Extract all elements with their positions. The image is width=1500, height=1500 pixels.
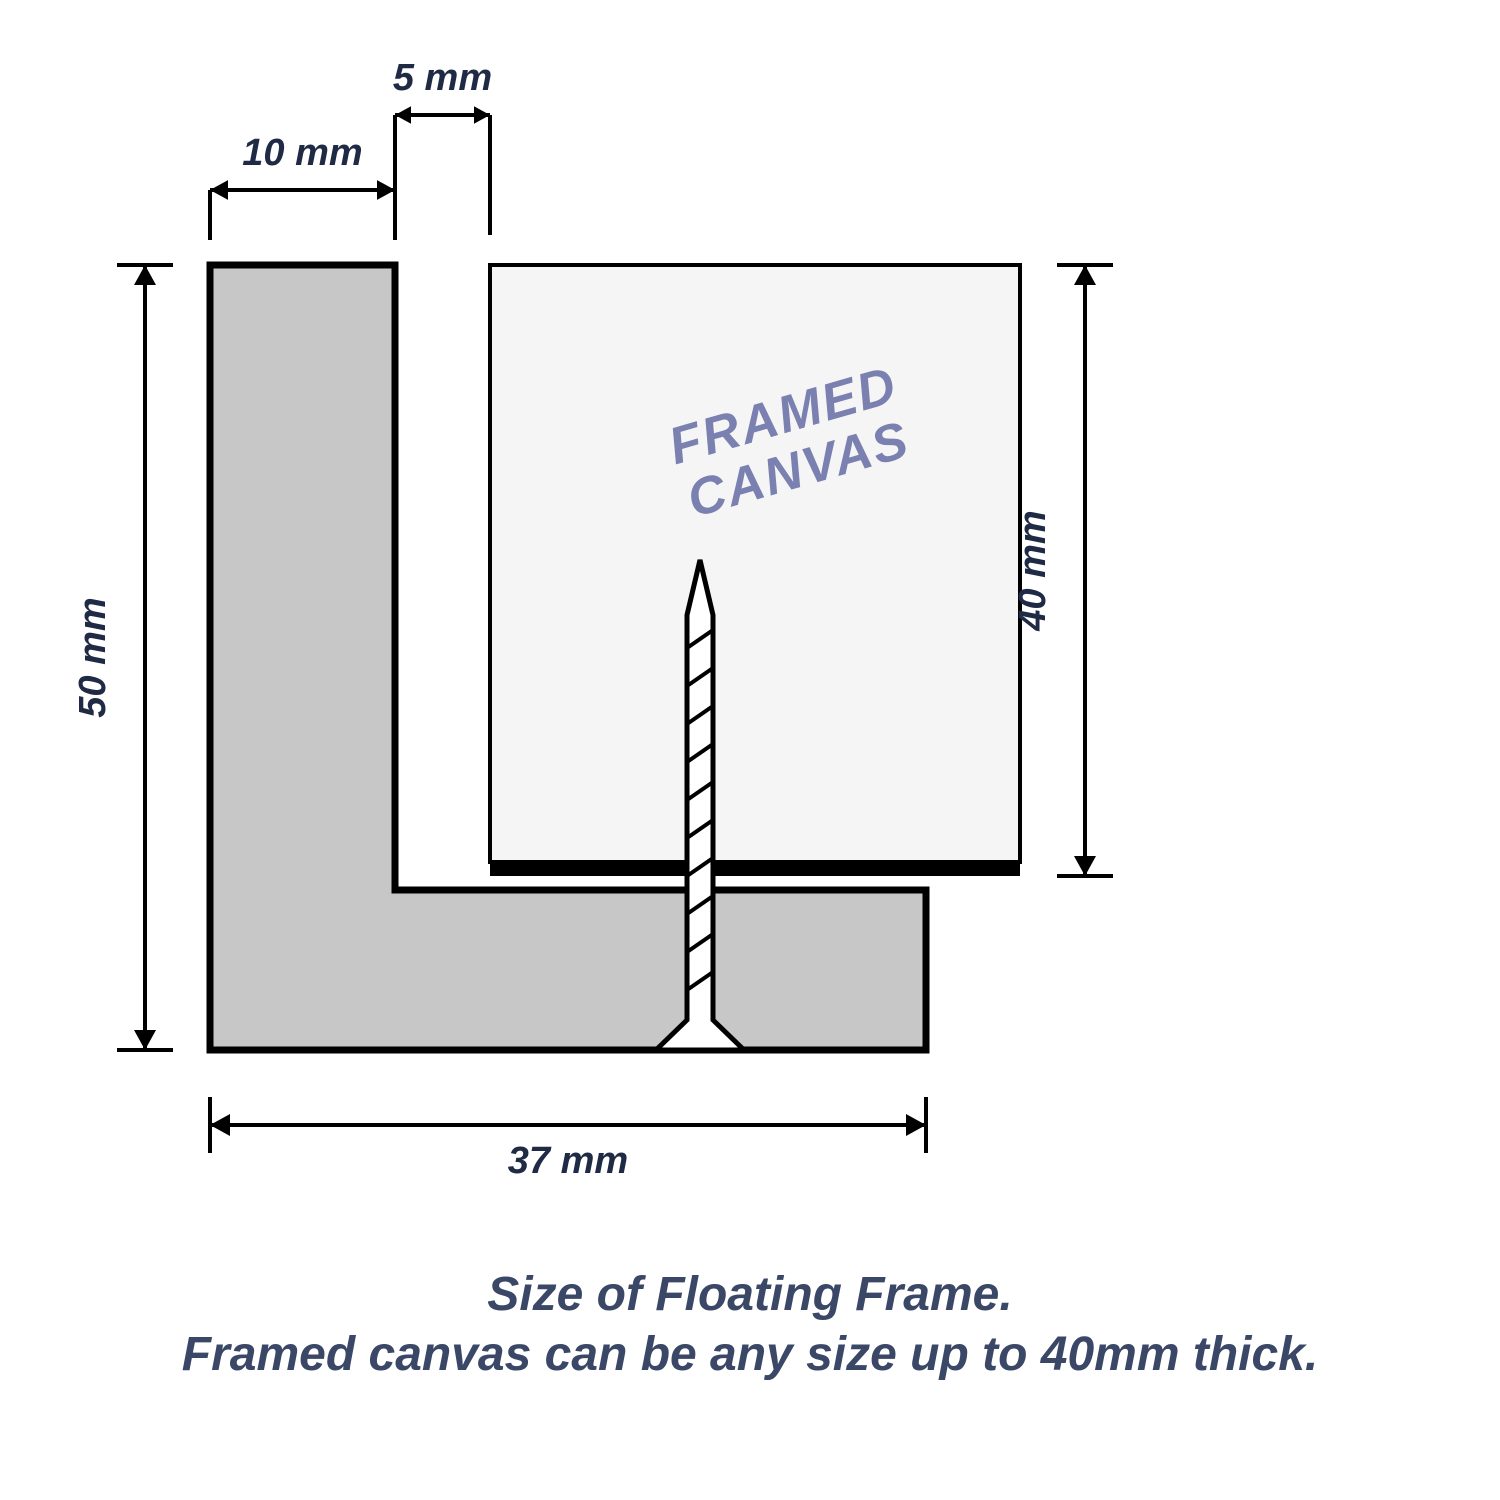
diagram-stage: FRAMEDCANVAS50 mm40 mm37 mm10 mm5 mmSize…	[0, 0, 1500, 1500]
diagram-svg: FRAMEDCANVAS50 mm40 mm37 mm10 mm5 mmSize…	[0, 0, 1500, 1500]
dim-label: 5 mm	[393, 57, 492, 99]
dim-label: 10 mm	[242, 132, 362, 174]
dim-label: 40 mm	[1012, 510, 1054, 631]
caption-line1: Size of Floating Frame.	[487, 1268, 1012, 1321]
caption-line2: Framed canvas can be any size up to 40mm…	[182, 1328, 1318, 1381]
canvas-bottom-edge	[490, 862, 1020, 876]
canvas-block	[490, 265, 1020, 862]
dim-label: 50 mm	[72, 597, 114, 717]
dim-label: 37 mm	[508, 1140, 628, 1182]
